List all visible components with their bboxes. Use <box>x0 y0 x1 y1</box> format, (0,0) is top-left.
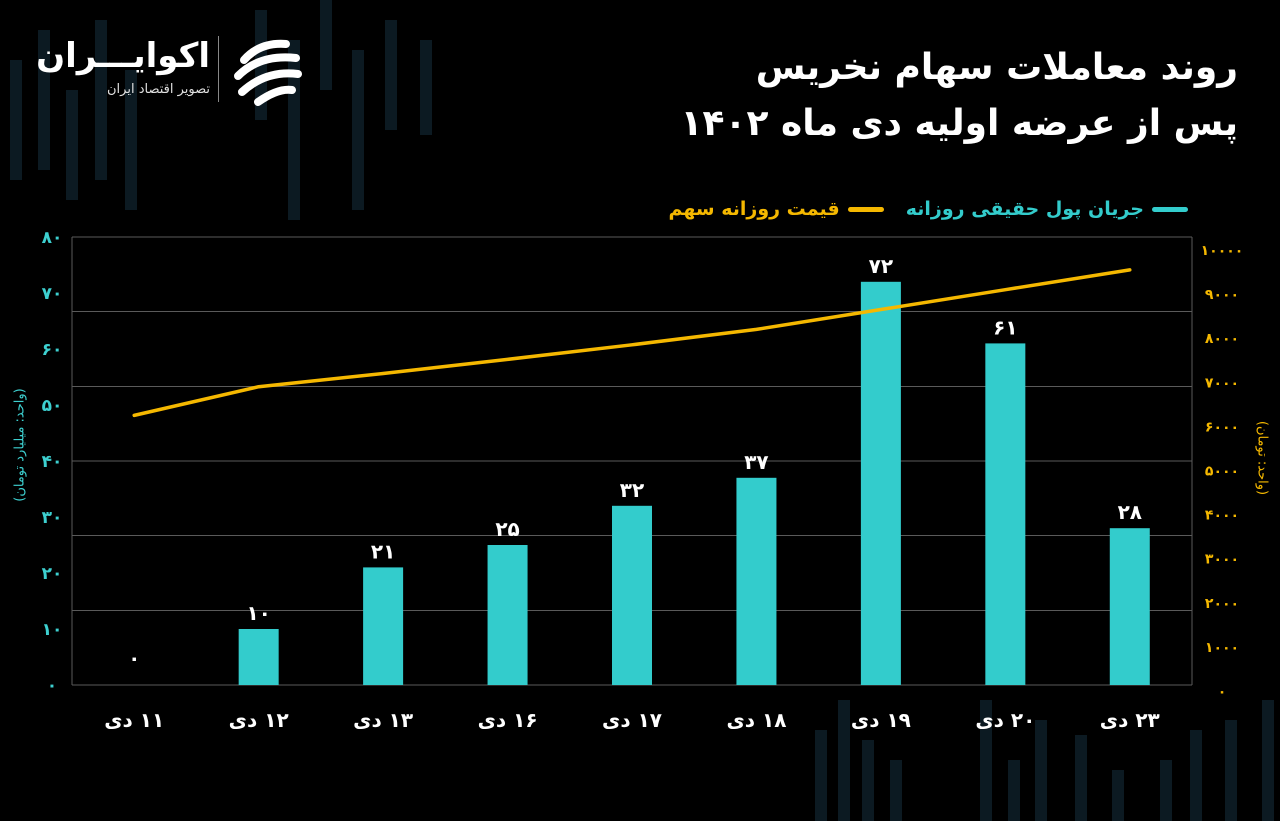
right-tick-label: ۷۰۰۰ <box>1205 375 1239 391</box>
bar-value-label: ۱۰ <box>246 601 270 625</box>
background-candle <box>420 40 432 135</box>
left-tick-label: ۶۰ <box>42 340 63 360</box>
x-tick-label: ۱۸ دی <box>726 708 786 732</box>
chart-title-line-1: روند معاملات سهام نخریس <box>755 47 1238 88</box>
x-tick-label: ۲۳ دی <box>1100 708 1160 732</box>
legend-label-price: قیمت روزانه سهم <box>668 198 840 220</box>
background-candle <box>66 90 78 200</box>
bar <box>985 343 1026 685</box>
brand-name: اکوایـــران <box>36 36 211 76</box>
background-candle <box>95 20 107 180</box>
x-tick-label: ۱۲ دی <box>229 708 289 732</box>
background-candle <box>862 740 874 821</box>
chart-title-line-2: پس از عرضه اولیه دی ماه ۱۴۰۲ <box>680 103 1238 144</box>
chart-legend: جریان پول حقیقی روزانه قیمت روزانه سهم <box>668 198 1188 220</box>
bar <box>487 545 528 685</box>
right-tick-label: ۶۰۰۰ <box>1205 419 1239 435</box>
right-tick-label: ۳۰۰۰ <box>1205 552 1239 568</box>
legend-label-flow: جریان پول حقیقی روزانه <box>905 198 1144 220</box>
right-tick-label: ۰ <box>1218 684 1227 700</box>
right-tick-label: ۱۰۰۰ <box>1205 640 1239 656</box>
x-tick-label: ۱۳ دی <box>353 708 413 732</box>
background-candle <box>320 0 332 90</box>
brand-logo: اکوایـــران تصویر اقتصاد ایران <box>36 34 310 106</box>
x-tick-label: ۱۷ دی <box>602 708 662 732</box>
left-tick-label: ۸۰ <box>42 228 63 248</box>
bar <box>363 567 404 685</box>
bar <box>736 477 777 685</box>
legend-item-price: قیمت روزانه سهم <box>668 198 884 220</box>
background-candle <box>1035 720 1047 821</box>
bar-value-label: ۳۷ <box>744 450 768 474</box>
bar-value-label: ۰ <box>128 646 140 670</box>
right-tick-label: ۴۰۰۰ <box>1205 508 1239 524</box>
background-candle <box>385 20 397 130</box>
background-candle <box>288 40 300 220</box>
bar <box>860 281 901 685</box>
left-tick-label: ۲۰ <box>42 564 63 584</box>
background-candle <box>1160 760 1172 821</box>
bar <box>1109 528 1150 685</box>
bar-value-label: ۳۲ <box>620 478 644 502</box>
legend-swatch-flow <box>1152 206 1188 212</box>
right-tick-label: ۹۰۰۰ <box>1205 287 1239 303</box>
left-tick-label: ۰ <box>47 676 57 696</box>
background-candle <box>1190 730 1202 821</box>
background-candle <box>815 730 827 821</box>
x-tick-label: ۱۹ دی <box>851 708 911 732</box>
brand-mark-icon <box>234 39 302 106</box>
background-candle <box>352 50 364 210</box>
bar-value-label: ۶۱ <box>993 315 1017 339</box>
bar-value-label: ۲۵ <box>495 517 519 541</box>
legend-item-flow: جریان پول حقیقی روزانه <box>906 198 1188 220</box>
background-candle <box>838 700 850 821</box>
left-tick-label: ۱۰ <box>42 620 63 640</box>
right-tick-label: ۸۰۰۰ <box>1205 331 1239 347</box>
price-series-line <box>132 268 1132 418</box>
background-candle <box>38 30 50 170</box>
x-tick-label: ۱۶ دی <box>478 708 538 732</box>
background-candle <box>980 700 992 821</box>
background-candle <box>1075 735 1087 821</box>
logo-divider <box>218 36 219 102</box>
background-candle <box>890 760 902 821</box>
brand-tagline: تصویر اقتصاد ایران <box>107 82 210 97</box>
background-candle <box>1262 700 1274 821</box>
left-tick-label: ۵۰ <box>42 396 63 416</box>
background-candle <box>125 70 137 210</box>
right-tick-label: ۱۰۰۰۰ <box>1201 243 1244 259</box>
bar-value-label: ۲۸ <box>1118 500 1142 524</box>
background-candle <box>1008 760 1020 821</box>
right-tick-label: ۲۰۰۰ <box>1205 596 1239 612</box>
chart-title: روند معاملات سهام نخریس پس از عرضه اولیه… <box>681 40 1238 152</box>
left-tick-label: ۳۰ <box>42 508 63 528</box>
background-candle <box>1225 720 1237 821</box>
x-tick-label: ۱۱ دی <box>104 708 164 732</box>
left-tick-label: ۷۰ <box>42 284 63 304</box>
bar <box>612 505 652 685</box>
bar <box>238 629 279 685</box>
background-candle <box>10 60 22 180</box>
legend-swatch-price <box>847 206 884 212</box>
background-candle <box>1112 770 1124 821</box>
left-tick-label: ۴۰ <box>42 452 63 472</box>
bar-value-label: ۲۱ <box>371 539 395 563</box>
bar-value-label: ۷۲ <box>869 254 893 278</box>
x-tick-label: ۲۰ دی <box>975 708 1035 732</box>
right-tick-label: ۵۰۰۰ <box>1205 464 1239 480</box>
